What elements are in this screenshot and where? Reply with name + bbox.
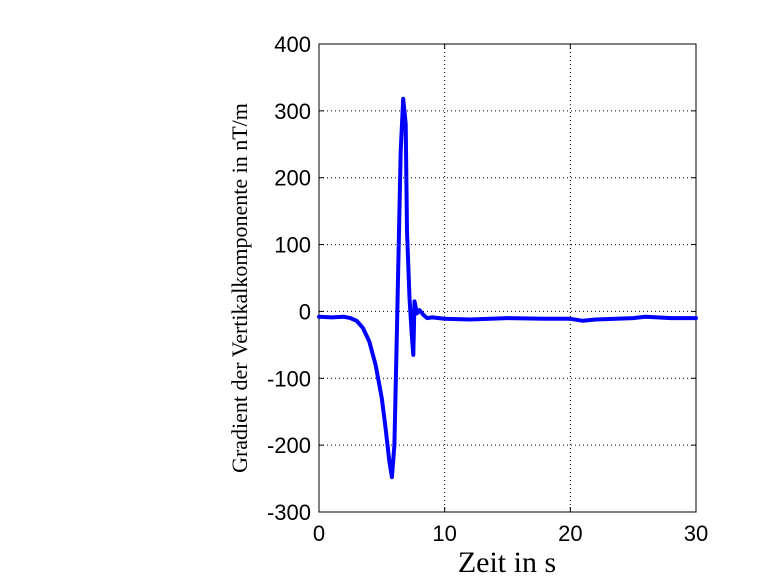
- y-tick-label: 400: [274, 32, 311, 57]
- y-tick-label: 200: [274, 166, 311, 191]
- y-tick-label: 0: [299, 299, 311, 324]
- grid: [319, 44, 696, 512]
- ticks: [318, 43, 697, 513]
- x-tick-label: 10: [432, 521, 456, 546]
- series-layer: [317, 96, 698, 480]
- x-tick-label: 0: [313, 521, 325, 546]
- y-tick-label: -200: [267, 433, 311, 458]
- x-tick-label: 30: [684, 521, 708, 546]
- x-tick-label: 20: [558, 521, 582, 546]
- y-axis-label: Gradient der Vertikalkomponente in nT/m: [227, 103, 252, 473]
- y-tick-label: 100: [274, 233, 311, 258]
- y-tick-label: -300: [267, 500, 311, 525]
- x-axis-label: Zeit in s: [458, 546, 556, 576]
- y-tick-label: 300: [274, 99, 311, 124]
- plot-area: [319, 44, 696, 512]
- y-tick-label: -100: [267, 366, 311, 391]
- tick-labels: 0 10 20 30 -300 -200 -100 0 100 200 300 400: [267, 32, 708, 546]
- series-line: [317, 96, 698, 480]
- plot-frame: [318, 43, 697, 513]
